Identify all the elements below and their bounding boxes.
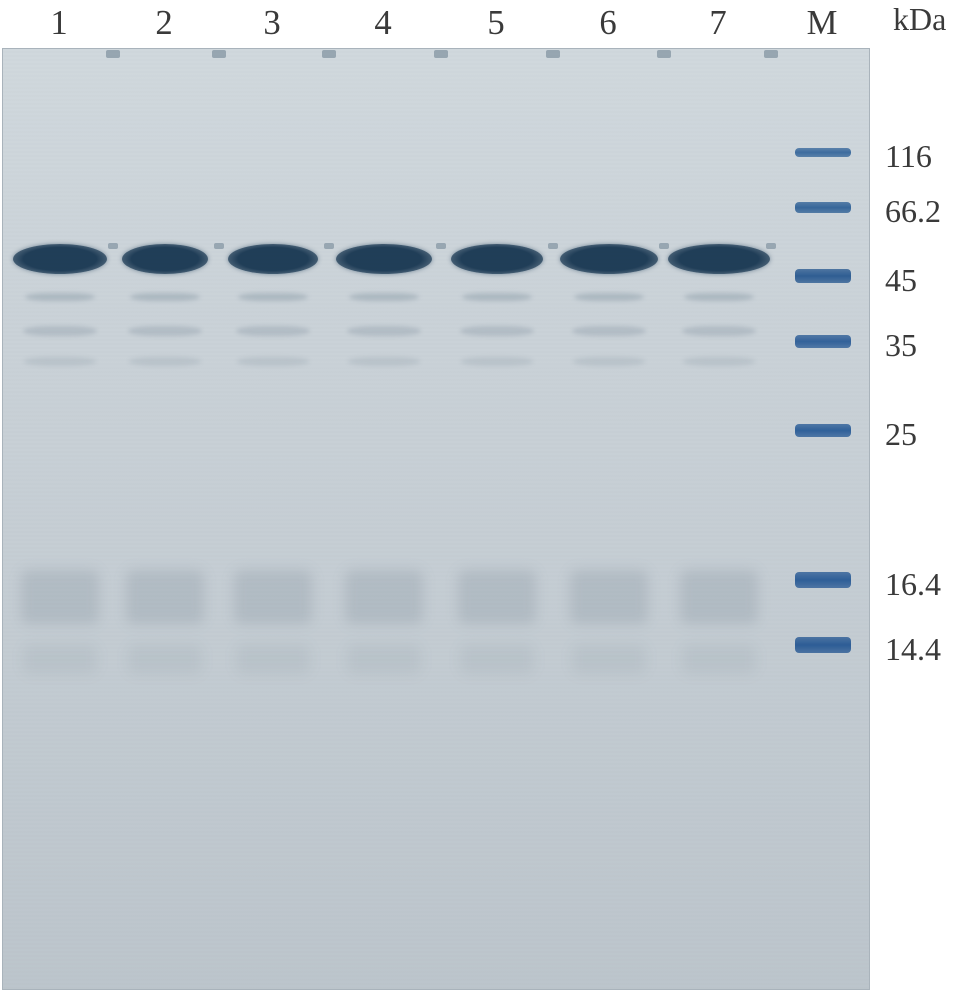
sample-faint-band	[25, 293, 95, 301]
well-notch	[322, 50, 336, 58]
sample-smudge	[21, 570, 99, 624]
lane-label-5: 5	[451, 6, 541, 41]
marker-band	[795, 637, 851, 653]
marker-band	[795, 148, 851, 157]
well-notch	[212, 50, 226, 58]
well-artifact	[548, 243, 558, 249]
mw-label-66-2: 66.2	[885, 195, 941, 227]
sample-faint-band	[130, 293, 200, 301]
well-artifact	[324, 243, 334, 249]
lane-label-6: 6	[563, 6, 653, 41]
sample-smudge	[570, 570, 648, 624]
sample-smudge	[126, 570, 204, 624]
gel-area	[2, 48, 870, 990]
mw-label-25: 25	[885, 418, 917, 450]
lane-label-1: 1	[14, 6, 104, 41]
mw-label-16-4: 16.4	[885, 568, 941, 600]
sample-main-band	[451, 244, 543, 274]
sample-faint-band	[24, 357, 96, 366]
sample-smudge	[234, 570, 312, 624]
well-artifact	[766, 243, 776, 249]
sample-main-band	[122, 244, 208, 274]
marker-band	[795, 269, 851, 283]
well-notch	[657, 50, 671, 58]
sample-main-band	[336, 244, 432, 274]
sample-faint-band	[461, 357, 533, 366]
lane-label-4: 4	[338, 6, 428, 41]
marker-band	[795, 335, 851, 348]
sample-main-band	[13, 244, 107, 274]
well-artifact	[214, 243, 224, 249]
marker-band	[795, 202, 851, 213]
mw-label-116: 116	[885, 140, 932, 172]
marker-band	[795, 572, 851, 588]
sample-faint-band	[574, 293, 644, 301]
sample-faint-band	[573, 357, 645, 366]
sample-faint-band	[348, 357, 420, 366]
lane-label-7: 7	[673, 6, 763, 41]
sample-faint-band	[682, 326, 756, 336]
sample-smudge-lower	[572, 644, 646, 674]
sample-faint-band	[572, 326, 646, 336]
lane-label-2: 2	[119, 6, 209, 41]
sample-smudge-lower	[347, 644, 421, 674]
sds-page-figure: 1 2 3 4 5 6 7 M kDa 116 66.2 45 35 25 16…	[0, 0, 970, 992]
well-artifact	[436, 243, 446, 249]
sample-faint-band	[23, 326, 97, 336]
well-notch	[546, 50, 560, 58]
sample-faint-band	[684, 293, 754, 301]
well-artifact	[108, 243, 118, 249]
sample-faint-band	[349, 293, 419, 301]
sample-faint-band	[129, 357, 201, 366]
well-notch	[764, 50, 778, 58]
sample-smudge-lower	[682, 644, 756, 674]
mw-label-14-4: 14.4	[885, 633, 941, 665]
sample-faint-band	[237, 357, 309, 366]
sample-smudge-lower	[236, 644, 310, 674]
sample-smudge	[680, 570, 758, 624]
sample-faint-band	[128, 326, 202, 336]
marker-band	[795, 424, 851, 437]
sample-smudge	[458, 570, 536, 624]
sample-faint-band	[238, 293, 308, 301]
well-notch	[434, 50, 448, 58]
sample-smudge-lower	[460, 644, 534, 674]
well-notch	[106, 50, 120, 58]
sample-main-band	[560, 244, 658, 274]
sample-main-band	[668, 244, 770, 274]
sample-smudge-lower	[23, 644, 97, 674]
sample-smudge-lower	[128, 644, 202, 674]
well-artifact	[659, 243, 669, 249]
sample-smudge	[345, 570, 423, 624]
unit-label-kda: kDa	[893, 3, 946, 35]
lane-label-3: 3	[227, 6, 317, 41]
sample-faint-band	[236, 326, 310, 336]
lane-label-marker: M	[777, 6, 867, 41]
mw-label-45: 45	[885, 264, 917, 296]
sample-faint-band	[460, 326, 534, 336]
mw-label-35: 35	[885, 329, 917, 361]
sample-main-band	[228, 244, 318, 274]
sample-faint-band	[347, 326, 421, 336]
sample-faint-band	[683, 357, 755, 366]
sample-faint-band	[462, 293, 532, 301]
